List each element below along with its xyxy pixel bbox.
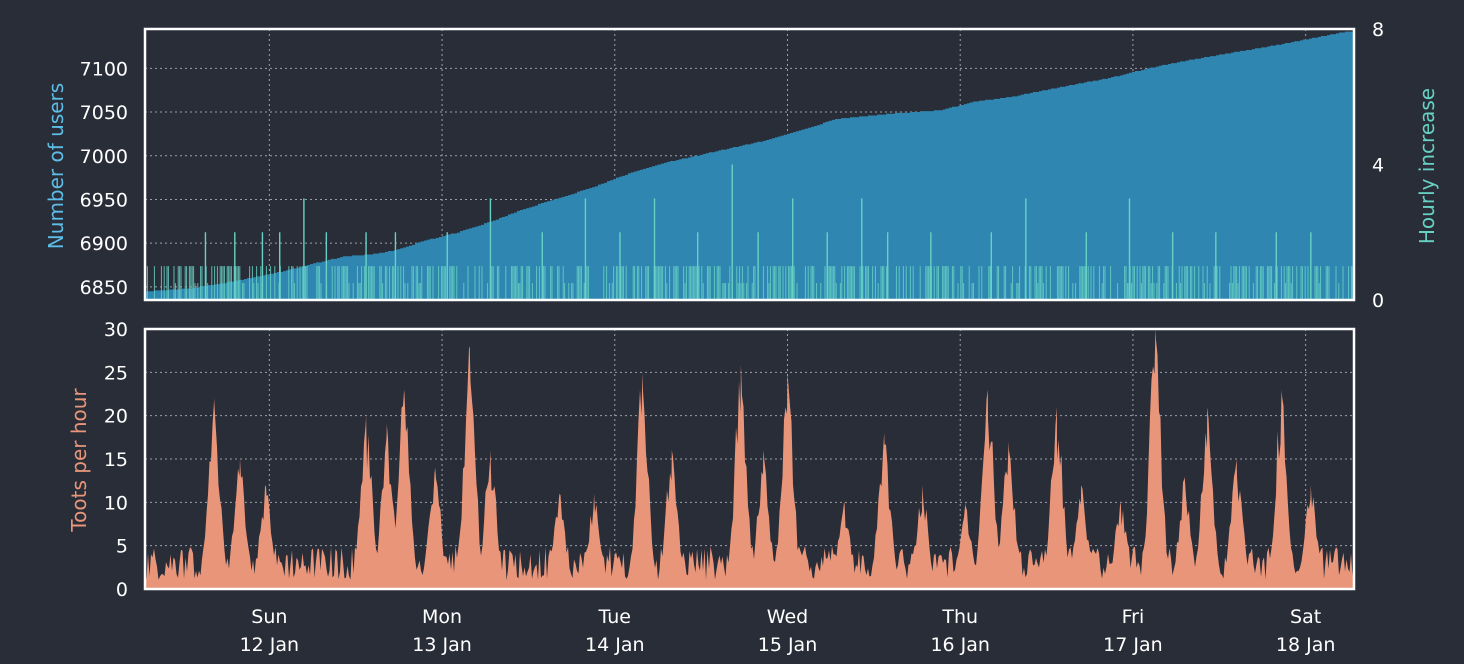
users-tick-label: 7000 bbox=[80, 146, 128, 168]
users-tick-label: 6950 bbox=[80, 189, 128, 211]
increase-tick-label: 8 bbox=[1372, 19, 1384, 41]
users-tick-label: 6900 bbox=[80, 233, 128, 255]
x-tick-date: 18 Jan bbox=[1276, 634, 1336, 656]
toots-tick-label: 0 bbox=[116, 579, 128, 601]
increase-y-ticks: 0 4 8 bbox=[1372, 19, 1384, 312]
users-tick-label: 7050 bbox=[80, 102, 128, 124]
x-tick-date: 14 Jan bbox=[585, 634, 645, 656]
toots-area bbox=[145, 329, 1354, 589]
x-tick-date: 12 Jan bbox=[240, 634, 300, 656]
toots-chart-frame bbox=[143, 327, 1356, 591]
users-tick-label: 6850 bbox=[80, 277, 128, 299]
x-tick-date: 17 Jan bbox=[1103, 634, 1163, 656]
x-tick-weekday: Wed bbox=[767, 606, 808, 628]
increase-tick-label: 0 bbox=[1372, 290, 1384, 312]
toots-tick-label: 10 bbox=[104, 492, 128, 514]
toots-area-path bbox=[145, 329, 1354, 589]
toots-y-axis-label: Toots per hour bbox=[67, 388, 91, 533]
users-tick-label: 7100 bbox=[80, 58, 128, 80]
x-tick-date: 15 Jan bbox=[758, 634, 818, 656]
increase-y-axis-label: Hourly increase bbox=[1415, 88, 1439, 244]
x-tick-weekday: Fri bbox=[1122, 606, 1145, 628]
hourly-increase-bars bbox=[146, 164, 1354, 300]
x-axis-day-labels: Sun 12 Jan Mon 13 Jan Tue 14 Jan Wed 15 Jan Thu 1… bbox=[240, 606, 1336, 656]
users-y-axis-label: Number of users bbox=[44, 83, 68, 249]
toots-tick-label: 15 bbox=[104, 449, 128, 471]
x-tick-date: 13 Jan bbox=[412, 634, 472, 656]
users-total-area bbox=[145, 31, 1354, 300]
toots-tick-label: 5 bbox=[116, 536, 128, 558]
x-tick-date: 16 Jan bbox=[930, 634, 990, 656]
toots-tick-label: 25 bbox=[104, 362, 128, 384]
toots-tick-label: 20 bbox=[104, 406, 128, 428]
x-tick-weekday: Mon bbox=[422, 606, 462, 628]
users-area bbox=[145, 31, 1354, 300]
users-chart-frame bbox=[143, 27, 1356, 302]
x-tick-weekday: Sun bbox=[251, 606, 287, 628]
x-tick-weekday: Thu bbox=[941, 606, 978, 628]
x-tick-weekday: Tue bbox=[598, 606, 631, 628]
toots-tick-label: 30 bbox=[104, 319, 128, 341]
x-tick-weekday: Sat bbox=[1290, 606, 1321, 628]
increase-tick-label: 4 bbox=[1372, 155, 1384, 177]
users-y-ticks: 6850 6900 6950 7000 7050 7100 bbox=[80, 58, 128, 299]
toots-y-ticks: 0 5 10 15 20 25 30 bbox=[104, 319, 128, 601]
